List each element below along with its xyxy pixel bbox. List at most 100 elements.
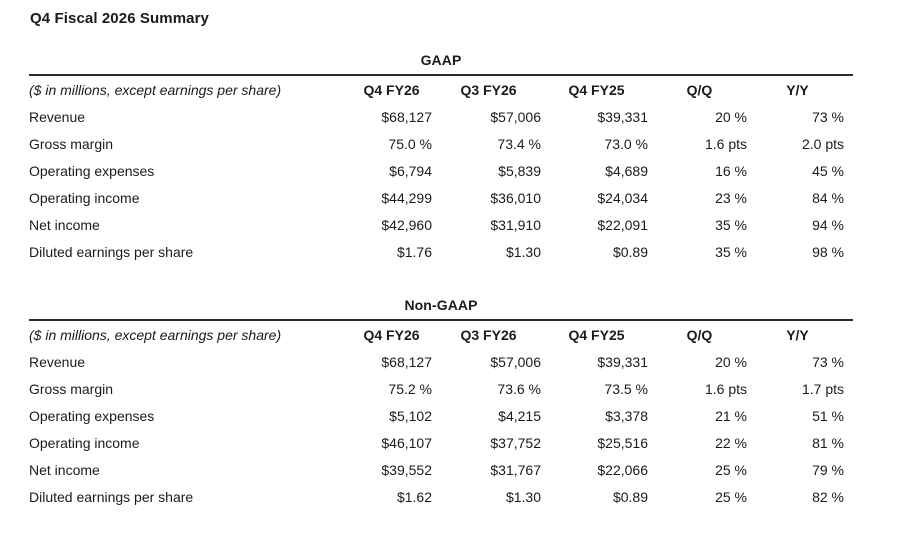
metric-value: 1.7 pts (801, 380, 844, 397)
metric-label: Net income (29, 216, 100, 233)
metric-value: $6,794 (389, 162, 432, 179)
metric-value: 16 % (715, 162, 747, 179)
metric-value: 73.6 % (497, 380, 541, 397)
metric-label: Gross margin (29, 135, 114, 152)
metric-value: 1.6 pts (704, 135, 747, 152)
metric-label: Operating income (29, 434, 140, 451)
metric-value: 73 % (812, 353, 844, 370)
gaap-table: ($ in millions, except earnings per shar… (29, 74, 853, 265)
metric-value: 82 % (812, 488, 844, 505)
metric-value: $44,299 (381, 189, 432, 206)
metric-value: 2.0 pts (801, 135, 844, 152)
metric-value: 73.5 % (604, 380, 648, 397)
metric-value: 21 % (715, 407, 747, 424)
metric-value: $36,010 (490, 189, 541, 206)
non-gaap-table-section: Non-GAAP ($ in millions, except earnings… (29, 297, 853, 510)
metric-label: Diluted earnings per share (29, 243, 194, 260)
table-row: Diluted earnings per share $1.62 $1.30 $… (29, 483, 853, 510)
metric-value: $39,331 (597, 108, 648, 125)
table-row: Revenue $68,127 $57,006 $39,331 20 % 73 … (29, 103, 853, 130)
metric-value: 20 % (715, 108, 747, 125)
table-row: Operating expenses $6,794 $5,839 $4,689 … (29, 157, 853, 184)
table-row: Gross margin 75.0 % 73.4 % 73.0 % 1.6 pt… (29, 130, 853, 157)
metric-value: $39,331 (597, 353, 648, 370)
metric-value: $0.89 (612, 243, 648, 260)
table-row: Operating income $46,107 $37,752 $25,516… (29, 429, 853, 456)
table-row: Net income $39,552 $31,767 $22,066 25 % … (29, 456, 853, 483)
metric-value: $1.76 (396, 243, 432, 260)
metric-value: $22,066 (597, 461, 648, 478)
metric-value: 25 % (715, 461, 747, 478)
header-row: ($ in millions, except earnings per shar… (29, 320, 853, 348)
metric-value: $3,378 (605, 407, 648, 424)
metric-label: Operating income (29, 189, 140, 206)
metric-value: 23 % (715, 189, 747, 206)
column-header-yy: Y/Y (786, 326, 809, 343)
metric-value: $5,102 (389, 407, 432, 424)
metric-value: 81 % (812, 434, 844, 451)
non-gaap-table-heading: Non-GAAP (404, 297, 478, 313)
page-title: Q4 Fiscal 2026 Summary (30, 10, 209, 27)
metric-value: $57,006 (490, 108, 541, 125)
metric-value: $5,839 (498, 162, 541, 179)
metric-value: 75.0 % (388, 135, 432, 152)
metric-value: 45 % (812, 162, 844, 179)
metric-value: 25 % (715, 488, 747, 505)
column-header-q3fy26: Q3 FY26 (460, 326, 517, 343)
header-row: ($ in millions, except earnings per shar… (29, 75, 853, 103)
units-note: ($ in millions, except earnings per shar… (29, 81, 282, 98)
metric-value: $39,552 (381, 461, 432, 478)
metric-value: 79 % (812, 461, 844, 478)
column-header-q4fy26: Q4 FY26 (363, 326, 420, 343)
column-header-qq: Q/Q (686, 326, 713, 343)
metric-value: 51 % (812, 407, 844, 424)
metric-value: $57,006 (490, 353, 541, 370)
metric-value: 73.0 % (604, 135, 648, 152)
metric-label: Gross margin (29, 380, 114, 397)
column-header-q4fy25: Q4 FY25 (568, 81, 625, 98)
metric-value: 1.6 pts (704, 380, 747, 397)
metric-label: Operating expenses (29, 162, 155, 179)
column-header-qq: Q/Q (686, 81, 713, 98)
metric-label: Diluted earnings per share (29, 488, 194, 505)
metric-value: $0.89 (612, 488, 648, 505)
metric-value: $22,091 (597, 216, 648, 233)
metric-value: 94 % (812, 216, 844, 233)
metric-value: 22 % (715, 434, 747, 451)
gaap-table-section: GAAP ($ in millions, except earnings per… (29, 52, 853, 265)
gaap-table-heading: GAAP (420, 52, 462, 68)
metric-value: 73.4 % (497, 135, 541, 152)
column-header-yy: Y/Y (786, 81, 809, 98)
metric-value: $31,767 (490, 461, 541, 478)
column-header-q4fy25: Q4 FY25 (568, 326, 625, 343)
table-row: Gross margin 75.2 % 73.6 % 73.5 % 1.6 pt… (29, 375, 853, 402)
metric-value: $46,107 (381, 434, 432, 451)
metric-value: $37,752 (490, 434, 541, 451)
table-row: Net income $42,960 $31,910 $22,091 35 % … (29, 211, 853, 238)
metric-value: 20 % (715, 353, 747, 370)
table-row: Diluted earnings per share $1.76 $1.30 $… (29, 238, 853, 265)
metric-value: 84 % (812, 189, 844, 206)
metric-value: $24,034 (597, 189, 648, 206)
metric-value: $68,127 (381, 108, 432, 125)
metric-value: $25,516 (597, 434, 648, 451)
table-row: Operating expenses $5,102 $4,215 $3,378 … (29, 402, 853, 429)
table-row: Revenue $68,127 $57,006 $39,331 20 % 73 … (29, 348, 853, 375)
metric-label: Operating expenses (29, 407, 155, 424)
metric-label: Net income (29, 461, 100, 478)
metric-value: $4,215 (498, 407, 541, 424)
metric-value: $1.30 (505, 243, 541, 260)
metric-value: $42,960 (381, 216, 432, 233)
table-row: Operating income $44,299 $36,010 $24,034… (29, 184, 853, 211)
units-note: ($ in millions, except earnings per shar… (29, 326, 282, 343)
metric-value: $4,689 (605, 162, 648, 179)
metric-value: 35 % (715, 216, 747, 233)
metric-value: $1.30 (505, 488, 541, 505)
metric-value: $31,910 (490, 216, 541, 233)
metric-value: 75.2 % (388, 380, 432, 397)
metric-label: Revenue (29, 108, 86, 125)
metric-value: $68,127 (381, 353, 432, 370)
metric-value: 98 % (812, 243, 844, 260)
metric-value: 35 % (715, 243, 747, 260)
column-header-q3fy26: Q3 FY26 (460, 81, 517, 98)
